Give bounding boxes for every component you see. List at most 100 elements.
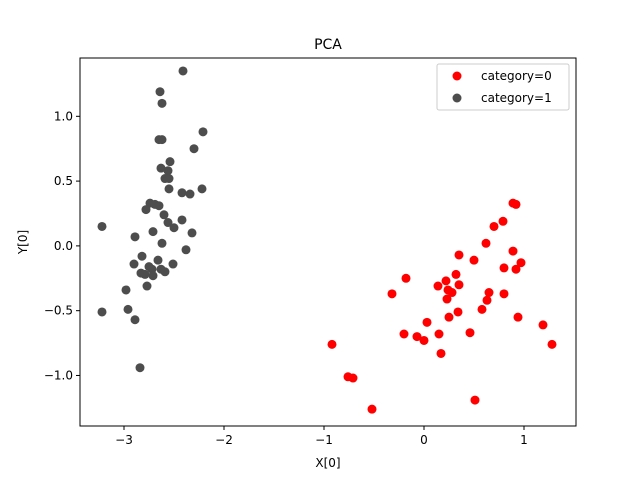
data-point-category-0 [498, 216, 508, 226]
data-point-category-1 [142, 281, 152, 291]
data-point-category-0 [477, 304, 487, 314]
data-point-category-1 [185, 189, 195, 199]
data-point-category-1 [159, 210, 169, 220]
data-point-category-0 [470, 395, 480, 405]
legend-label-category-0: category=0 [481, 69, 552, 83]
data-point-category-1 [177, 215, 187, 225]
data-point-category-0 [436, 348, 446, 358]
data-point-category-1 [121, 285, 131, 295]
data-point-category-0 [348, 373, 358, 383]
y-axis: −1.0 −0.5 0.0 0.5 1.0 [44, 109, 80, 382]
data-point-category-0 [401, 273, 411, 283]
data-point-category-0 [482, 295, 492, 305]
data-point-category-0 [441, 276, 451, 286]
data-point-category-0 [469, 255, 479, 265]
data-point-category-0 [419, 335, 429, 345]
data-point-category-0 [434, 329, 444, 339]
legend-marker-category-0 [452, 71, 462, 81]
data-point-category-1 [123, 304, 133, 314]
data-point-category-0 [547, 339, 557, 349]
data-point-category-0 [454, 280, 464, 290]
legend-marker-category-1 [452, 93, 462, 103]
x-tick-label: −1 [315, 433, 333, 447]
points-layer [97, 66, 557, 414]
data-point-category-1 [153, 255, 163, 265]
chart-title: PCA [314, 37, 342, 53]
data-point-category-1 [164, 174, 174, 184]
data-point-category-1 [140, 269, 150, 279]
data-point-category-1 [157, 135, 167, 145]
plot-frame [79, 57, 577, 427]
y-axis-label: Y[0] [16, 230, 30, 255]
data-point-category-0 [454, 250, 464, 260]
data-point-category-0 [422, 317, 432, 327]
data-point-category-1 [178, 66, 188, 76]
data-point-category-0 [442, 294, 452, 304]
data-point-category-1 [148, 227, 158, 237]
data-point-category-0 [453, 307, 463, 317]
data-point-category-0 [444, 312, 454, 322]
data-point-category-0 [481, 238, 491, 248]
data-point-category-1 [169, 223, 179, 233]
y-tick-label: 0.5 [54, 174, 73, 188]
data-point-category-1 [141, 205, 151, 215]
data-point-category-0 [508, 246, 518, 256]
data-point-category-1 [165, 157, 175, 167]
data-point-category-0 [484, 288, 494, 298]
x-tick-label: 0 [420, 433, 428, 447]
data-point-category-0 [399, 329, 409, 339]
data-point-category-0 [489, 221, 499, 231]
x-tick-label: −2 [215, 433, 233, 447]
data-point-category-0 [538, 320, 548, 330]
x-tick-label: 1 [520, 433, 528, 447]
data-point-category-1 [148, 271, 158, 281]
data-point-category-0 [516, 258, 526, 268]
data-point-category-1 [163, 218, 173, 228]
data-point-category-0 [447, 288, 457, 298]
x-axis-label: X[0] [315, 456, 340, 470]
data-point-category-1 [97, 221, 107, 231]
data-point-category-1 [155, 87, 165, 97]
data-point-category-1 [160, 267, 170, 277]
data-point-category-0 [367, 404, 377, 414]
data-point-category-1 [156, 163, 166, 173]
x-axis: −3 −2 −1 0 1 [115, 426, 528, 447]
data-point-category-0 [499, 289, 509, 299]
data-point-category-1 [135, 363, 145, 373]
data-point-category-0 [412, 332, 422, 342]
data-point-category-0 [433, 281, 443, 291]
data-point-category-1 [168, 259, 178, 269]
data-point-category-0 [511, 199, 521, 209]
data-point-category-1 [197, 184, 207, 194]
data-point-category-1 [137, 251, 147, 261]
legend-box [436, 63, 570, 111]
data-point-category-1 [163, 166, 173, 176]
data-point-category-1 [130, 232, 140, 242]
y-tick-label: 1.0 [54, 109, 73, 123]
data-point-category-0 [511, 264, 521, 274]
data-point-category-1 [198, 127, 208, 137]
data-point-category-1 [181, 245, 191, 255]
data-point-category-1 [130, 315, 140, 325]
x-tick-label: −3 [115, 433, 133, 447]
data-point-category-1 [129, 259, 139, 269]
y-tick-label: −1.0 [44, 368, 73, 382]
y-tick-label: 0.0 [54, 239, 73, 253]
data-point-category-0 [513, 312, 523, 322]
data-point-category-1 [97, 307, 107, 317]
data-point-category-0 [499, 263, 509, 273]
data-point-category-1 [187, 228, 197, 238]
data-point-category-0 [327, 339, 337, 349]
data-point-category-1 [157, 238, 167, 248]
data-point-category-1 [189, 144, 199, 154]
y-tick-label: −0.5 [44, 304, 73, 318]
data-point-category-1 [164, 184, 174, 194]
data-point-category-0 [451, 269, 461, 279]
data-point-category-0 [465, 328, 475, 338]
legend: category=0 category=1 [436, 63, 570, 111]
data-point-category-1 [177, 188, 187, 198]
data-point-category-1 [157, 98, 167, 108]
legend-label-category-1: category=1 [481, 91, 552, 105]
data-point-category-1 [154, 201, 164, 211]
data-point-category-0 [387, 289, 397, 299]
